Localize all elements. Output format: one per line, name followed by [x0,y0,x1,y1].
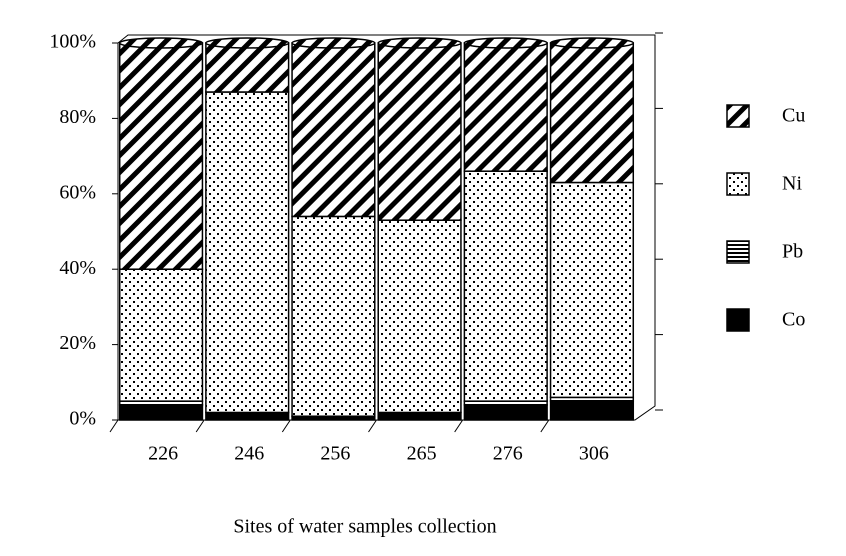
bar-segment [549,181,635,399]
bar-top [463,37,548,49]
bar-top [118,37,204,49]
bar-segment [463,42,548,172]
x-tick-label: 246 [234,443,264,465]
y-tick-label: 40% [59,257,96,279]
x-tick [195,419,205,433]
bar-top [205,37,290,49]
bar-top [549,37,635,49]
bar-segment [463,404,548,421]
bar-segment [205,42,290,93]
y-tick-label: 0% [69,408,96,430]
x-tick [281,419,291,433]
legend-label: Pb [782,241,803,263]
bar-segment [291,215,376,417]
x-axis-title: Sites of water samples collection [233,516,496,538]
x-tick [454,419,464,433]
bar-top [291,37,376,49]
bar-segment [463,170,548,402]
x-tick-label: 265 [407,443,437,465]
bar-segment [549,42,635,184]
x-tick [368,419,377,433]
y-tick-label: 80% [59,106,96,128]
bar-segment [118,42,204,270]
y-tick-label: 20% [59,332,96,354]
bar-segment [205,91,290,414]
x-tick-label: 306 [579,443,609,465]
bar-segment [377,219,462,414]
bar-segment [205,411,290,421]
bar-segment [118,404,204,421]
x-tick-label: 276 [493,443,523,465]
legend-label: Co [782,309,805,331]
bar-segment [549,400,635,421]
bar-top [377,37,462,49]
x-tick [540,419,550,433]
bar-segment [118,268,204,402]
legend-label: Cu [782,105,805,127]
bar-segment [291,42,376,218]
legend-label: Ni [782,173,802,195]
bar-segment [377,411,462,421]
x-tick-label: 256 [320,443,350,465]
legend-swatch [726,240,750,264]
y-tick-label: 100% [49,31,96,53]
x-tick [109,419,119,433]
legend-swatch [726,172,750,196]
x-tick-label: 226 [148,443,178,465]
legend-swatch [726,308,750,332]
legend-swatch [726,104,750,128]
bar-segment [377,42,462,221]
y-tick-label: 60% [59,181,96,203]
